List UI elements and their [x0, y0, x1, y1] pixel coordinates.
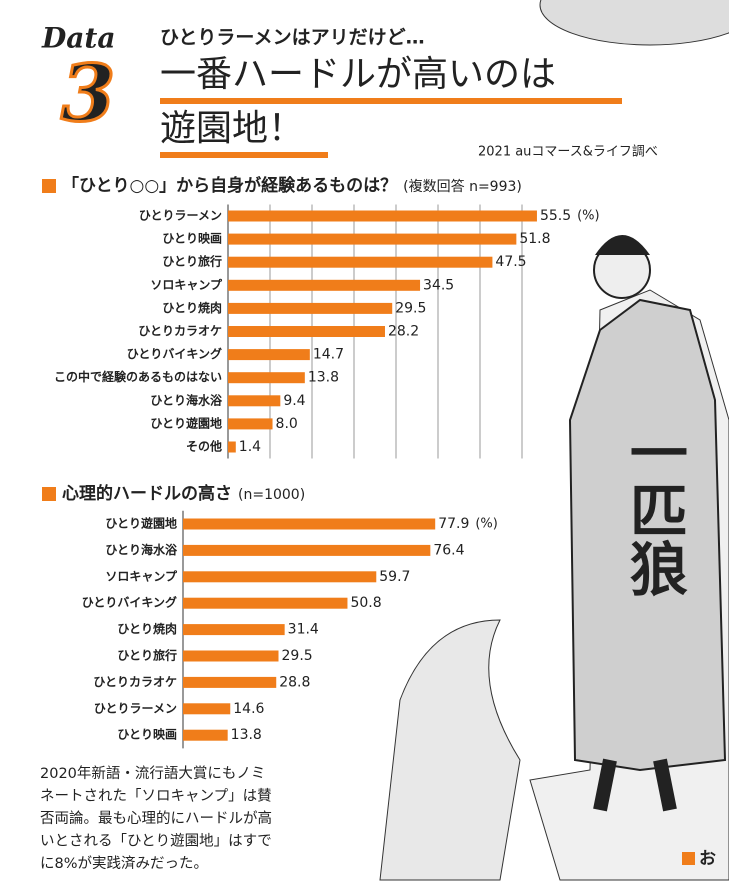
value-label: 34.5: [423, 277, 454, 293]
chart-subtitle: (複数回答 n=993): [403, 178, 522, 195]
bar: [183, 571, 377, 583]
footer-line: に8%が実践済みだった。: [40, 855, 208, 872]
bar: [183, 624, 285, 636]
data-label: Data: [41, 22, 116, 55]
bar: [228, 395, 281, 407]
source: 2021 auコマース&ライフ調べ: [478, 145, 658, 160]
bar: [228, 210, 537, 222]
footer-line: ネートされた「ソロキャンプ」は賛: [40, 788, 272, 805]
bar: [183, 703, 231, 715]
bar: [183, 676, 277, 688]
value-label: 28.2: [388, 324, 419, 340]
bar: [228, 256, 493, 268]
category-label: ひとり映画: [162, 231, 222, 246]
value-label: 14.6: [233, 701, 264, 717]
kicker: ひとりラーメンはアリだけど…: [160, 27, 425, 49]
bar: [228, 233, 517, 245]
unit-label: (%): [577, 209, 600, 224]
value-label: 9.4: [283, 393, 305, 409]
category-label: ひとり焼肉: [117, 621, 177, 636]
value-label: 13.8: [308, 370, 339, 386]
bar: [228, 418, 273, 430]
category-label: ひとりカラオケ: [138, 324, 222, 338]
coat-text: 一匹狼: [620, 423, 688, 597]
bar: [228, 441, 236, 453]
category-label: ソロキャンプ: [150, 277, 223, 292]
chart-title: 心理的ハードルの高さ: [62, 483, 232, 504]
category-label: ひとり旅行: [162, 254, 222, 269]
category-label: その他: [186, 439, 222, 454]
wave: [379, 619, 521, 881]
footer-line: 否両論。最も心理的にハードルが高: [40, 810, 272, 827]
value-label: 55.5: [540, 208, 571, 224]
value-label: 13.8: [231, 727, 262, 743]
category-label: ひとり映画: [117, 727, 177, 742]
bar: [228, 349, 310, 361]
headline: 一番ハードルが高いのは: [160, 54, 556, 95]
chart-title: 「ひとり○○」から自身が経験あるものは？: [62, 175, 397, 196]
category-label: ひとりバイキング: [127, 346, 222, 361]
category-label: ひとり海水浴: [150, 392, 223, 407]
data-number: 3: [61, 49, 115, 140]
value-label: 77.9: [438, 516, 469, 532]
value-label: 28.8: [279, 674, 310, 690]
value-label: 1.4: [239, 439, 261, 455]
bar: [228, 372, 305, 384]
legs: [593, 758, 677, 812]
underline: [160, 98, 622, 104]
value-label: 51.8: [519, 231, 550, 247]
value-label: 47.5: [495, 254, 526, 270]
hair: [595, 235, 650, 255]
category-label: ひとりラーメン: [94, 701, 177, 715]
bar: [183, 518, 436, 530]
bar: [183, 544, 431, 556]
unit-label: (%): [475, 517, 498, 532]
bar: [183, 597, 348, 609]
underline: [160, 152, 328, 158]
bar: [228, 279, 421, 291]
category-label: ひとりバイキング: [82, 595, 177, 610]
category-label: ひとり旅行: [117, 648, 177, 663]
corner-square: [682, 852, 695, 865]
bar: [183, 729, 228, 741]
bar: [183, 650, 279, 662]
footer-line: 2020年新語・流行語大賞にもノミ: [40, 765, 265, 782]
value-label: 76.4: [433, 542, 464, 558]
category-label: ひとり遊園地: [150, 415, 222, 430]
value-label: 50.8: [350, 595, 381, 611]
value-label: 59.7: [379, 569, 410, 585]
category-label: ひとり焼肉: [162, 300, 222, 315]
bar: [228, 302, 393, 314]
value-label: 29.5: [282, 648, 313, 664]
category-label: ソロキャンプ: [105, 568, 178, 583]
category-label: この中で経験のあるものはない: [54, 369, 222, 384]
top-dish: [539, 0, 729, 46]
title-square: [42, 179, 56, 193]
value-label: 29.5: [395, 300, 426, 316]
footer-line: いとされる「ひとり遊園地」はすで: [40, 833, 272, 850]
category-label: ひとりラーメン: [139, 209, 222, 223]
value-label: 8.0: [276, 416, 298, 432]
value-label: 14.7: [313, 347, 344, 363]
title-square: [42, 487, 56, 501]
illustration: 一匹狼: [379, 235, 729, 881]
headline: 遊園地！: [160, 108, 304, 149]
coat: [568, 298, 727, 772]
charts: 「ひとり○○」から自身が経験あるものは？ (複数回答 n=993) ひとりラーメン 5…: [42, 175, 600, 749]
chart-subtitle: (n=1000): [238, 487, 305, 503]
category-label: ひとり海水浴: [105, 542, 178, 557]
corner-text: お: [699, 849, 716, 869]
value-label: 31.4: [288, 622, 319, 638]
bar: [228, 326, 385, 337]
category-label: ひとりカラオケ: [93, 675, 177, 689]
footer: 2020年新語・流行語大賞にもノミネートされた「ソロキャンプ」は賛否両論。最も心…: [40, 765, 272, 872]
category-label: ひとり遊園地: [105, 516, 177, 531]
